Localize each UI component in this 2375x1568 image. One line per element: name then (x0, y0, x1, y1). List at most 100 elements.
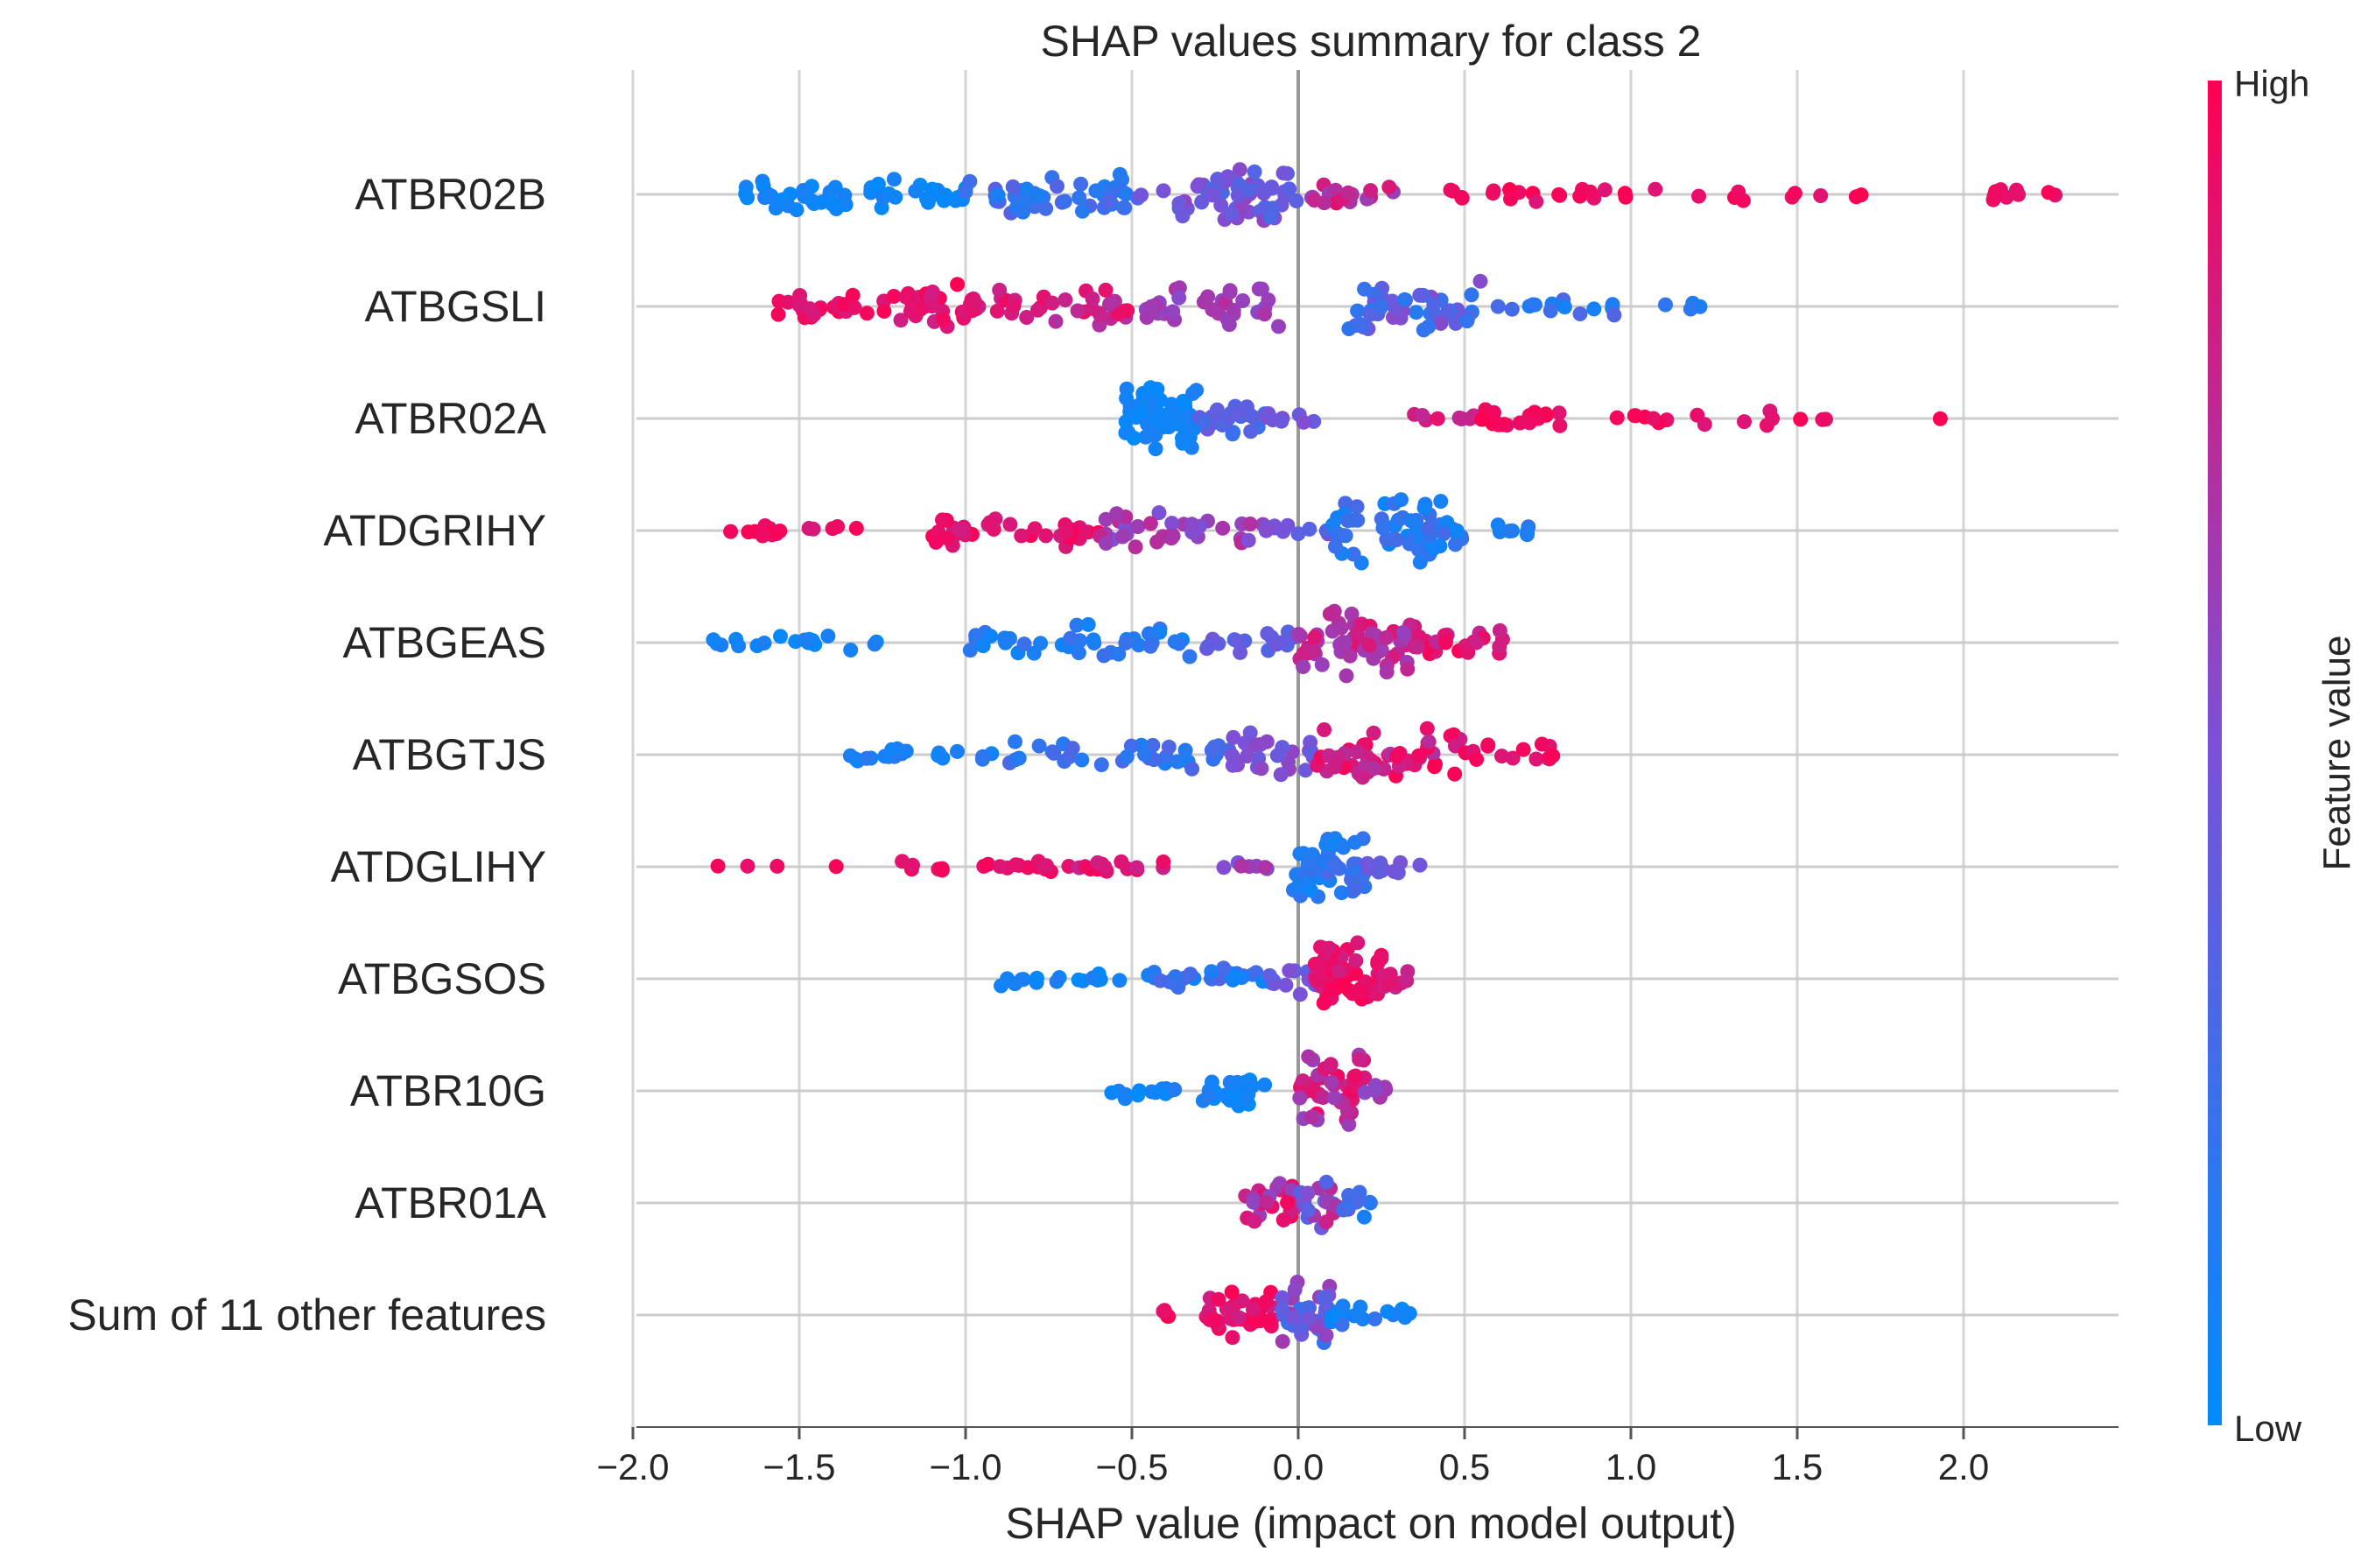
shap-point (1005, 179, 1021, 194)
shap-point (1242, 517, 1258, 531)
shap-point (1275, 1302, 1290, 1318)
shap-point (1260, 626, 1275, 642)
shap-point (1287, 1282, 1303, 1297)
feature-label: ATBGSLI (365, 282, 546, 331)
shap-point (1271, 319, 1286, 334)
shap-point (1156, 183, 1171, 199)
shap-point (1327, 857, 1343, 873)
shap-point (1394, 492, 1409, 508)
shap-point (1295, 1073, 1310, 1089)
shap-point (1362, 1195, 1378, 1211)
shap-point (1459, 313, 1475, 329)
shap-point (1018, 193, 1034, 209)
shap-point (1097, 859, 1113, 875)
shap-point (1200, 1089, 1216, 1105)
shap-point (1683, 301, 1698, 317)
shap-point (1182, 649, 1198, 664)
shap-point (1254, 281, 1269, 297)
shap-point (1204, 964, 1219, 980)
shap-point (1436, 526, 1451, 542)
shap-point (1346, 1308, 1362, 1324)
shap-point (1148, 427, 1163, 443)
shap-point (1321, 940, 1337, 956)
shap-point (843, 643, 859, 657)
shap-point (1331, 963, 1346, 979)
shap-point (1049, 974, 1065, 989)
shap-point (1156, 411, 1171, 426)
shap-point (1430, 411, 1445, 426)
shap-point (952, 524, 968, 539)
shap-point (1233, 644, 1248, 660)
shap-point (848, 520, 864, 536)
shap-point (830, 519, 846, 534)
shap-point (1074, 752, 1090, 768)
shap-point (1222, 1074, 1238, 1090)
shap-point (1556, 299, 1572, 315)
colorbar-title: Feature value (2315, 635, 2358, 870)
shap-point (1375, 520, 1391, 536)
shap-point (1323, 981, 1339, 997)
shap-point (1114, 529, 1130, 545)
shap-point (1177, 742, 1193, 758)
shap-point (1185, 385, 1201, 401)
shap-point (771, 293, 787, 309)
shap-point (1118, 414, 1134, 430)
shap-point (1311, 971, 1327, 986)
shap-point (1321, 748, 1337, 763)
shap-point (755, 178, 771, 193)
shap-point (1528, 297, 1542, 313)
feature-label: ATBR01A (355, 1178, 546, 1227)
shap-point (1226, 729, 1241, 745)
shap-point (773, 629, 788, 644)
shap-point (1114, 854, 1129, 869)
shap-point (1170, 754, 1185, 770)
shap-point (828, 859, 844, 875)
shap-point (1419, 721, 1435, 736)
shap-point (1367, 1082, 1382, 1098)
shap-point (1247, 1213, 1262, 1229)
shap-point (1426, 297, 1442, 313)
shap-point (1119, 186, 1134, 202)
shap-point (1292, 987, 1308, 1002)
shap-point (1503, 191, 1518, 207)
shap-point (1098, 536, 1114, 551)
shap-point (1246, 1302, 1261, 1318)
shap-point (1572, 188, 1588, 204)
shap-point (1534, 736, 1549, 752)
shap-point (1318, 1174, 1334, 1190)
shap-point (1440, 303, 1456, 319)
shap-point (1057, 193, 1072, 209)
points-layer (706, 162, 2063, 1350)
shap-point (1326, 1090, 1342, 1106)
shap-point (1399, 973, 1415, 988)
shap-point (1352, 316, 1367, 332)
shap-point (1065, 741, 1080, 756)
shap-point (1296, 659, 1311, 674)
shap-point (1609, 410, 1625, 425)
shap-point (755, 528, 770, 544)
shap-point (1348, 953, 1364, 968)
shap-point (1813, 188, 1829, 203)
shap-point (1551, 405, 1567, 421)
x-axis-label: SHAP value (impact on model output) (1005, 1499, 1737, 1548)
shap-point (1261, 967, 1277, 983)
shap-point (1038, 858, 1054, 874)
shap-point (1165, 528, 1181, 544)
shap-point (1731, 184, 1746, 200)
shap-point (935, 750, 951, 766)
shap-point (1290, 526, 1306, 542)
shap-point (1314, 657, 1330, 672)
shap-point (1336, 840, 1351, 855)
shap-point (740, 858, 755, 874)
shap-point (1381, 179, 1397, 195)
shap-point (728, 631, 744, 647)
shap-point (1322, 606, 1338, 622)
shap-point (950, 743, 965, 759)
x-tick-label: 0.0 (1273, 1446, 1324, 1487)
shap-point (1272, 635, 1288, 650)
shap-point (1240, 532, 1256, 548)
shap-point (1048, 313, 1064, 329)
shap-point (1086, 632, 1101, 648)
shap-point (1128, 539, 1143, 555)
shap-point (1230, 634, 1246, 650)
